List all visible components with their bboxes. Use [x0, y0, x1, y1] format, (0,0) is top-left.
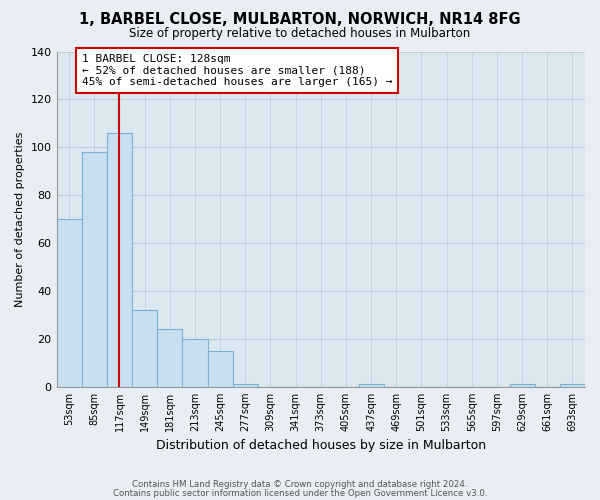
- Bar: [182, 339, 208, 387]
- X-axis label: Distribution of detached houses by size in Mulbarton: Distribution of detached houses by size …: [156, 440, 486, 452]
- Text: 1, BARBEL CLOSE, MULBARTON, NORWICH, NR14 8FG: 1, BARBEL CLOSE, MULBARTON, NORWICH, NR1…: [79, 12, 521, 28]
- Bar: [107, 133, 132, 387]
- Text: Contains HM Land Registry data © Crown copyright and database right 2024.: Contains HM Land Registry data © Crown c…: [132, 480, 468, 489]
- Y-axis label: Number of detached properties: Number of detached properties: [15, 132, 25, 307]
- Text: 1 BARBEL CLOSE: 128sqm
← 52% of detached houses are smaller (188)
45% of semi-de: 1 BARBEL CLOSE: 128sqm ← 52% of detached…: [82, 54, 392, 87]
- Text: Contains public sector information licensed under the Open Government Licence v3: Contains public sector information licen…: [113, 488, 487, 498]
- Bar: [359, 384, 383, 387]
- Bar: [208, 351, 233, 387]
- Text: Size of property relative to detached houses in Mulbarton: Size of property relative to detached ho…: [130, 28, 470, 40]
- Bar: [132, 310, 157, 387]
- Bar: [56, 219, 82, 387]
- Bar: [157, 330, 182, 387]
- Bar: [82, 152, 107, 387]
- Bar: [509, 384, 535, 387]
- Bar: [233, 384, 258, 387]
- Bar: [560, 384, 585, 387]
